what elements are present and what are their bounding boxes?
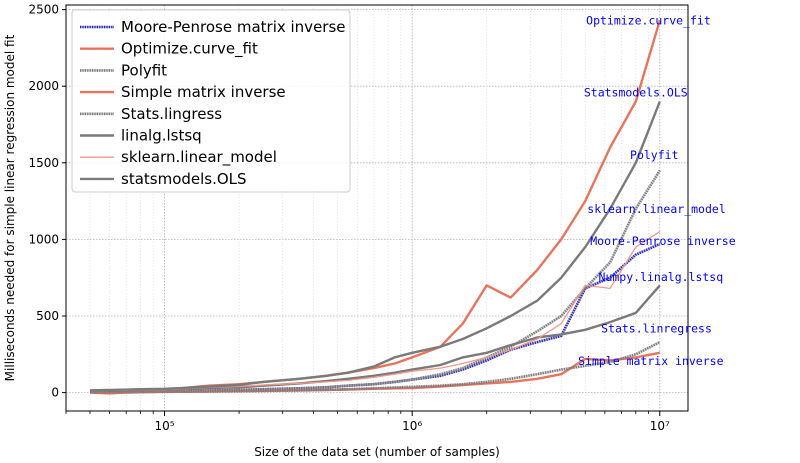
- y-tick-label: 2500: [28, 3, 59, 17]
- legend: Moore-Penrose matrix inverse Optimize.cur…: [71, 9, 351, 193]
- legend-label: sklearn.linear_model: [121, 148, 277, 167]
- x-tick-label: 10⁵: [154, 419, 174, 433]
- y-tick-label: 2000: [28, 79, 59, 93]
- series-lines: [89, 19, 661, 395]
- series-line: [89, 242, 661, 394]
- legend-label: statsmodels.OLS: [121, 170, 247, 188]
- y-tick-label: 1000: [28, 232, 59, 246]
- line-annotation: Simple matrix inverse: [578, 354, 723, 368]
- line-annotation: Stats.linregress: [601, 321, 712, 335]
- series-line: [89, 169, 661, 394]
- series-line: [89, 242, 661, 394]
- line-annotation: sklearn.linear_model: [587, 202, 725, 216]
- line-annotation: Statsmodels.OLS: [584, 85, 688, 99]
- legend-label: Optimize.curve_fit: [121, 40, 258, 59]
- plot-area-frame: [65, 4, 689, 412]
- x-tick-label: 10⁶: [402, 419, 422, 433]
- y-tick-label: 1500: [28, 156, 59, 170]
- legend-label: Stats.lingress: [121, 105, 222, 123]
- legend-label: Moore-Penrose matrix inverse: [121, 18, 346, 36]
- line-annotation: Numpy.linalg.lstsq: [599, 270, 724, 284]
- x-axis-title: Size of the data set (number of samples): [254, 445, 500, 459]
- legend-label: Polyfit: [121, 61, 167, 79]
- x-tick-label: 10⁷: [650, 419, 670, 433]
- series-line: [89, 169, 661, 394]
- y-tick-label: 0: [51, 386, 59, 400]
- legend-label: Simple matrix inverse: [121, 83, 286, 101]
- line-annotation: Polyfit: [630, 148, 678, 162]
- y-tick-label: 500: [36, 309, 59, 323]
- series-line: [89, 101, 661, 392]
- line-annotation: Moore-Penrose inverse: [590, 234, 735, 248]
- series-line: [89, 340, 661, 394]
- line-annotations: Optimize.curve_fit Statsmodels.OLS Polyfit…: [578, 13, 736, 368]
- legend-label: linalg.lstsq: [121, 127, 202, 145]
- legend-box: [71, 9, 351, 193]
- y-axis-title: Milliseconds needed for simple linear re…: [3, 34, 17, 381]
- line-annotation: Optimize.curve_fit: [586, 13, 711, 27]
